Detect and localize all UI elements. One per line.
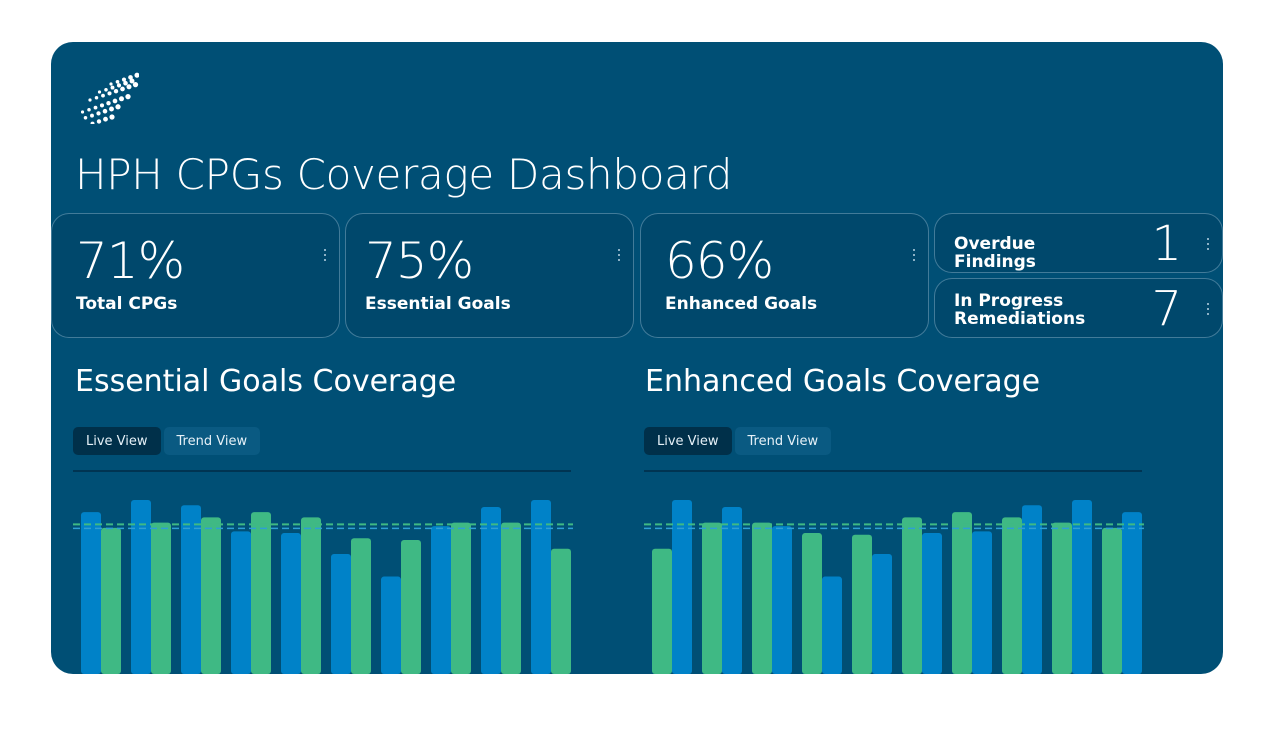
chart-bar: [1002, 517, 1022, 674]
chart-bar: [722, 506, 742, 674]
chart-bar: [431, 526, 451, 674]
chart-bar: [1052, 522, 1072, 674]
dashboard-panel: HPH CPGs Coverage Dashboard 71% Total CP…: [51, 42, 1223, 674]
enhanced-goals-chart: [644, 470, 1144, 674]
kebab-menu-icon[interactable]: [1206, 303, 1210, 315]
chart-bar: [351, 538, 371, 674]
kpi-label: In Progress Remediations: [954, 291, 1086, 329]
chart-bar: [702, 522, 722, 674]
kpi-value: 7: [1151, 281, 1182, 337]
live-view-button[interactable]: Live View: [73, 427, 161, 455]
kpi-card-enhanced-goals: 66% Enhanced Goals: [640, 213, 929, 338]
chart-bar: [822, 576, 842, 674]
dotted-globe-logo: [81, 72, 139, 124]
live-view-button[interactable]: Live View: [644, 427, 732, 455]
chart-bar: [331, 553, 351, 674]
chart-bar: [501, 522, 521, 674]
kpi-value: 66%: [665, 232, 774, 290]
kebab-menu-icon[interactable]: [912, 249, 916, 261]
kpi-label: Essential Goals: [365, 294, 511, 314]
chart-bar: [401, 540, 421, 674]
kpi-card-total-cpgs: 71% Total CPGs: [51, 213, 340, 338]
page-title: HPH CPGs Coverage Dashboard: [75, 150, 733, 199]
kebab-menu-icon[interactable]: [617, 249, 621, 261]
chart-bar: [481, 506, 501, 674]
trend-view-button[interactable]: Trend View: [163, 427, 261, 455]
trend-view-button[interactable]: Trend View: [734, 427, 832, 455]
kpi-label: Overdue Findings: [954, 234, 1036, 272]
chart-bar: [1022, 505, 1042, 674]
kpi-card-in-progress-remediations: In Progress Remediations 7: [934, 278, 1223, 338]
section-title-enhanced: Enhanced Goals Coverage: [645, 364, 1041, 399]
chart-bar: [652, 548, 672, 674]
chart-bar: [151, 522, 171, 674]
essential-goals-chart: [73, 470, 573, 674]
chart-bar: [772, 526, 792, 674]
chart-bar: [281, 533, 301, 674]
chart-bar: [101, 527, 121, 674]
chart-bar: [972, 531, 992, 674]
chart-bar: [1122, 512, 1142, 674]
kebab-menu-icon[interactable]: [1206, 238, 1210, 250]
chart-bar: [251, 512, 271, 674]
chart-bar: [231, 531, 251, 674]
chart-bar: [131, 500, 151, 674]
chart-bar: [1072, 500, 1092, 674]
chart-bar: [802, 533, 822, 674]
kpi-value: 75%: [365, 232, 474, 290]
chart-bar: [1102, 527, 1122, 674]
kpi-card-essential-goals: 75% Essential Goals: [345, 213, 634, 338]
chart-bar: [81, 512, 101, 674]
kebab-menu-icon[interactable]: [323, 249, 327, 261]
chart-bar: [551, 548, 571, 674]
view-toggle-essential: Live View Trend View: [73, 427, 261, 455]
chart-bar: [451, 522, 471, 674]
chart-bar: [531, 500, 551, 674]
kpi-card-overdue-findings: Overdue Findings 1: [934, 213, 1223, 273]
view-toggle-enhanced: Live View Trend View: [644, 427, 832, 455]
chart-bar: [952, 512, 972, 674]
chart-bar: [672, 500, 692, 674]
kpi-label: Total CPGs: [76, 294, 178, 314]
chart-bar: [301, 517, 321, 674]
chart-bar: [181, 505, 201, 674]
kpi-value: 71%: [76, 232, 185, 290]
kpi-value: 1: [1151, 216, 1182, 272]
chart-bar: [922, 533, 942, 674]
chart-bar: [902, 517, 922, 674]
section-title-essential: Essential Goals Coverage: [75, 364, 457, 399]
chart-bar: [752, 522, 772, 674]
chart-bar: [381, 576, 401, 674]
kpi-label: Enhanced Goals: [665, 294, 818, 314]
chart-bar: [201, 517, 221, 674]
chart-bar: [872, 553, 892, 674]
chart-bar: [852, 534, 872, 674]
